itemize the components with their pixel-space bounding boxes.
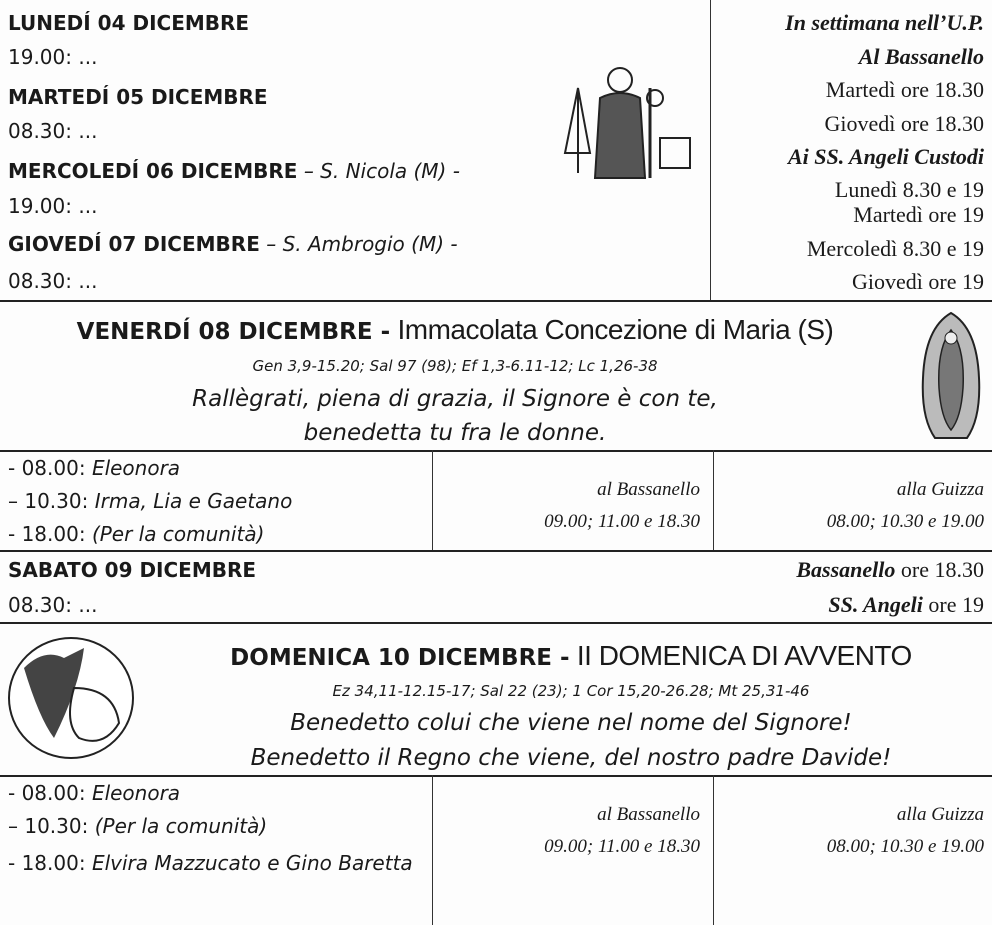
time: - 08.00: [8, 781, 86, 805]
mass: – 10.30: (Per la comunità) [8, 813, 267, 839]
day: MARTEDÍ 05 DICEMBRE [8, 85, 268, 109]
evening-mass: Bassanello ore 18.30 [796, 557, 984, 583]
day: DOMENICA 10 DICEMBRE - [230, 645, 570, 671]
saint: – S. Ambrogio (M) - [266, 232, 458, 256]
mass: – 10.30: Irma, Lia e Gaetano [8, 488, 292, 514]
day: VENERDÍ 08 DICEMBRE - [76, 319, 391, 345]
feast-title: VENERDÍ 08 DICEMBRE - Immacolata Concezi… [0, 314, 910, 348]
time: Lunedì 8.30 e 19 [834, 177, 984, 202]
mass-time: 08.30: ... [8, 269, 98, 293]
time: ore 18.30 [900, 557, 984, 582]
mass-time: 08.30: ... [8, 119, 98, 143]
divider [0, 622, 992, 624]
day: SABATO 09 DICEMBRE [8, 558, 257, 582]
time: - 18.00: [8, 522, 86, 546]
time: ore 19 [928, 592, 984, 617]
day: MERCOLEDÍ 06 DICEMBRE [8, 159, 298, 183]
antiphon: Benedetto colui che viene nel nome del S… [290, 710, 852, 736]
saint: – S. Nicola (M) - [303, 159, 460, 183]
place: alla Guizza [896, 804, 984, 825]
column-divider [432, 450, 433, 550]
madonna-image [921, 311, 981, 439]
antiphon: Benedetto il Regno che viene, del nostro… [250, 745, 892, 771]
divider [0, 300, 992, 302]
saint-image [563, 67, 691, 179]
divider [0, 550, 992, 552]
intention: Elvira Mazzucato e Gino Baretta [91, 851, 413, 875]
mass-time: 08.30: ... [8, 593, 98, 617]
intention: Eleonora [91, 456, 181, 480]
up-heading: In settimana nell’U.P. [785, 10, 984, 35]
feast: Immacolata Concezione di Maria (S) [397, 314, 834, 345]
intention: Eleonora [91, 781, 181, 805]
intention: (Per la comunità) [91, 522, 265, 546]
time: Mercoledì 8.30 e 19 [806, 236, 984, 261]
feast: II DOMENICA DI AVVENTO [576, 640, 912, 671]
intention: Irma, Lia e Gaetano [94, 489, 293, 513]
day-line: GIOVEDÍ 07 DICEMBRE – S. Ambrogio (M) - [8, 231, 458, 257]
place: alla Guizza [896, 479, 984, 500]
day: GIOVEDÍ 07 DICEMBRE [8, 232, 260, 256]
times: 09.00; 11.00 e 18.30 [544, 836, 700, 857]
time: Giovedì ore 19 [852, 269, 984, 294]
time: Giovedì ore 18.30 [824, 111, 984, 136]
place: al Bassanello [597, 479, 700, 500]
mass: - 08.00: Eleonora [8, 455, 180, 481]
column-divider [713, 775, 714, 925]
times: 09.00; 11.00 e 18.30 [544, 511, 700, 532]
mass: - 08.00: Eleonora [8, 780, 180, 806]
place: Ai SS. Angeli Custodi [787, 144, 984, 169]
evening-mass: SS. Angeli ore 19 [828, 592, 984, 618]
day: LUNEDÍ 04 DICEMBRE [8, 11, 250, 35]
readings: Gen 3,9-15.20; Sal 97 (98); Ef 1,3-6.11-… [252, 357, 658, 375]
place: Al Bassanello [858, 44, 984, 69]
mass: - 18.00: Elvira Mazzucato e Gino Baretta [8, 846, 423, 880]
sunday-image [8, 637, 134, 759]
times: 08.00; 10.30 e 19.00 [826, 511, 984, 532]
mass: - 18.00: (Per la comunità) [8, 521, 264, 547]
time: Martedì ore 19 [853, 202, 984, 227]
time: – 10.30: [8, 814, 89, 838]
time: – 10.30: [8, 489, 89, 513]
antiphon: Rallègrati, piena di grazia, il Signore … [192, 386, 718, 412]
time: - 18.00: [8, 851, 86, 875]
divider [0, 450, 992, 452]
divider [0, 775, 992, 777]
time: - 08.00: [8, 456, 86, 480]
place: SS. Angeli [828, 592, 923, 617]
place: Bassanello [796, 557, 896, 582]
time: Martedì ore 18.30 [825, 77, 984, 102]
column-divider [710, 0, 711, 300]
place: al Bassanello [597, 804, 700, 825]
times: 08.00; 10.30 e 19.00 [826, 836, 984, 857]
intention: (Per la comunità) [94, 814, 268, 838]
mass-time: 19.00: ... [8, 194, 98, 218]
column-divider [432, 775, 433, 925]
column-divider [713, 450, 714, 550]
readings: Ez 34,11-12.15-17; Sal 22 (23); 1 Cor 15… [332, 682, 810, 700]
day-line: MERCOLEDÍ 06 DICEMBRE – S. Nicola (M) - [8, 158, 460, 184]
mass-time: 19.00: ... [8, 45, 98, 69]
feast-title: DOMENICA 10 DICEMBRE - II DOMENICA DI AV… [150, 640, 992, 674]
antiphon: benedetta tu fra le donne. [303, 420, 607, 446]
